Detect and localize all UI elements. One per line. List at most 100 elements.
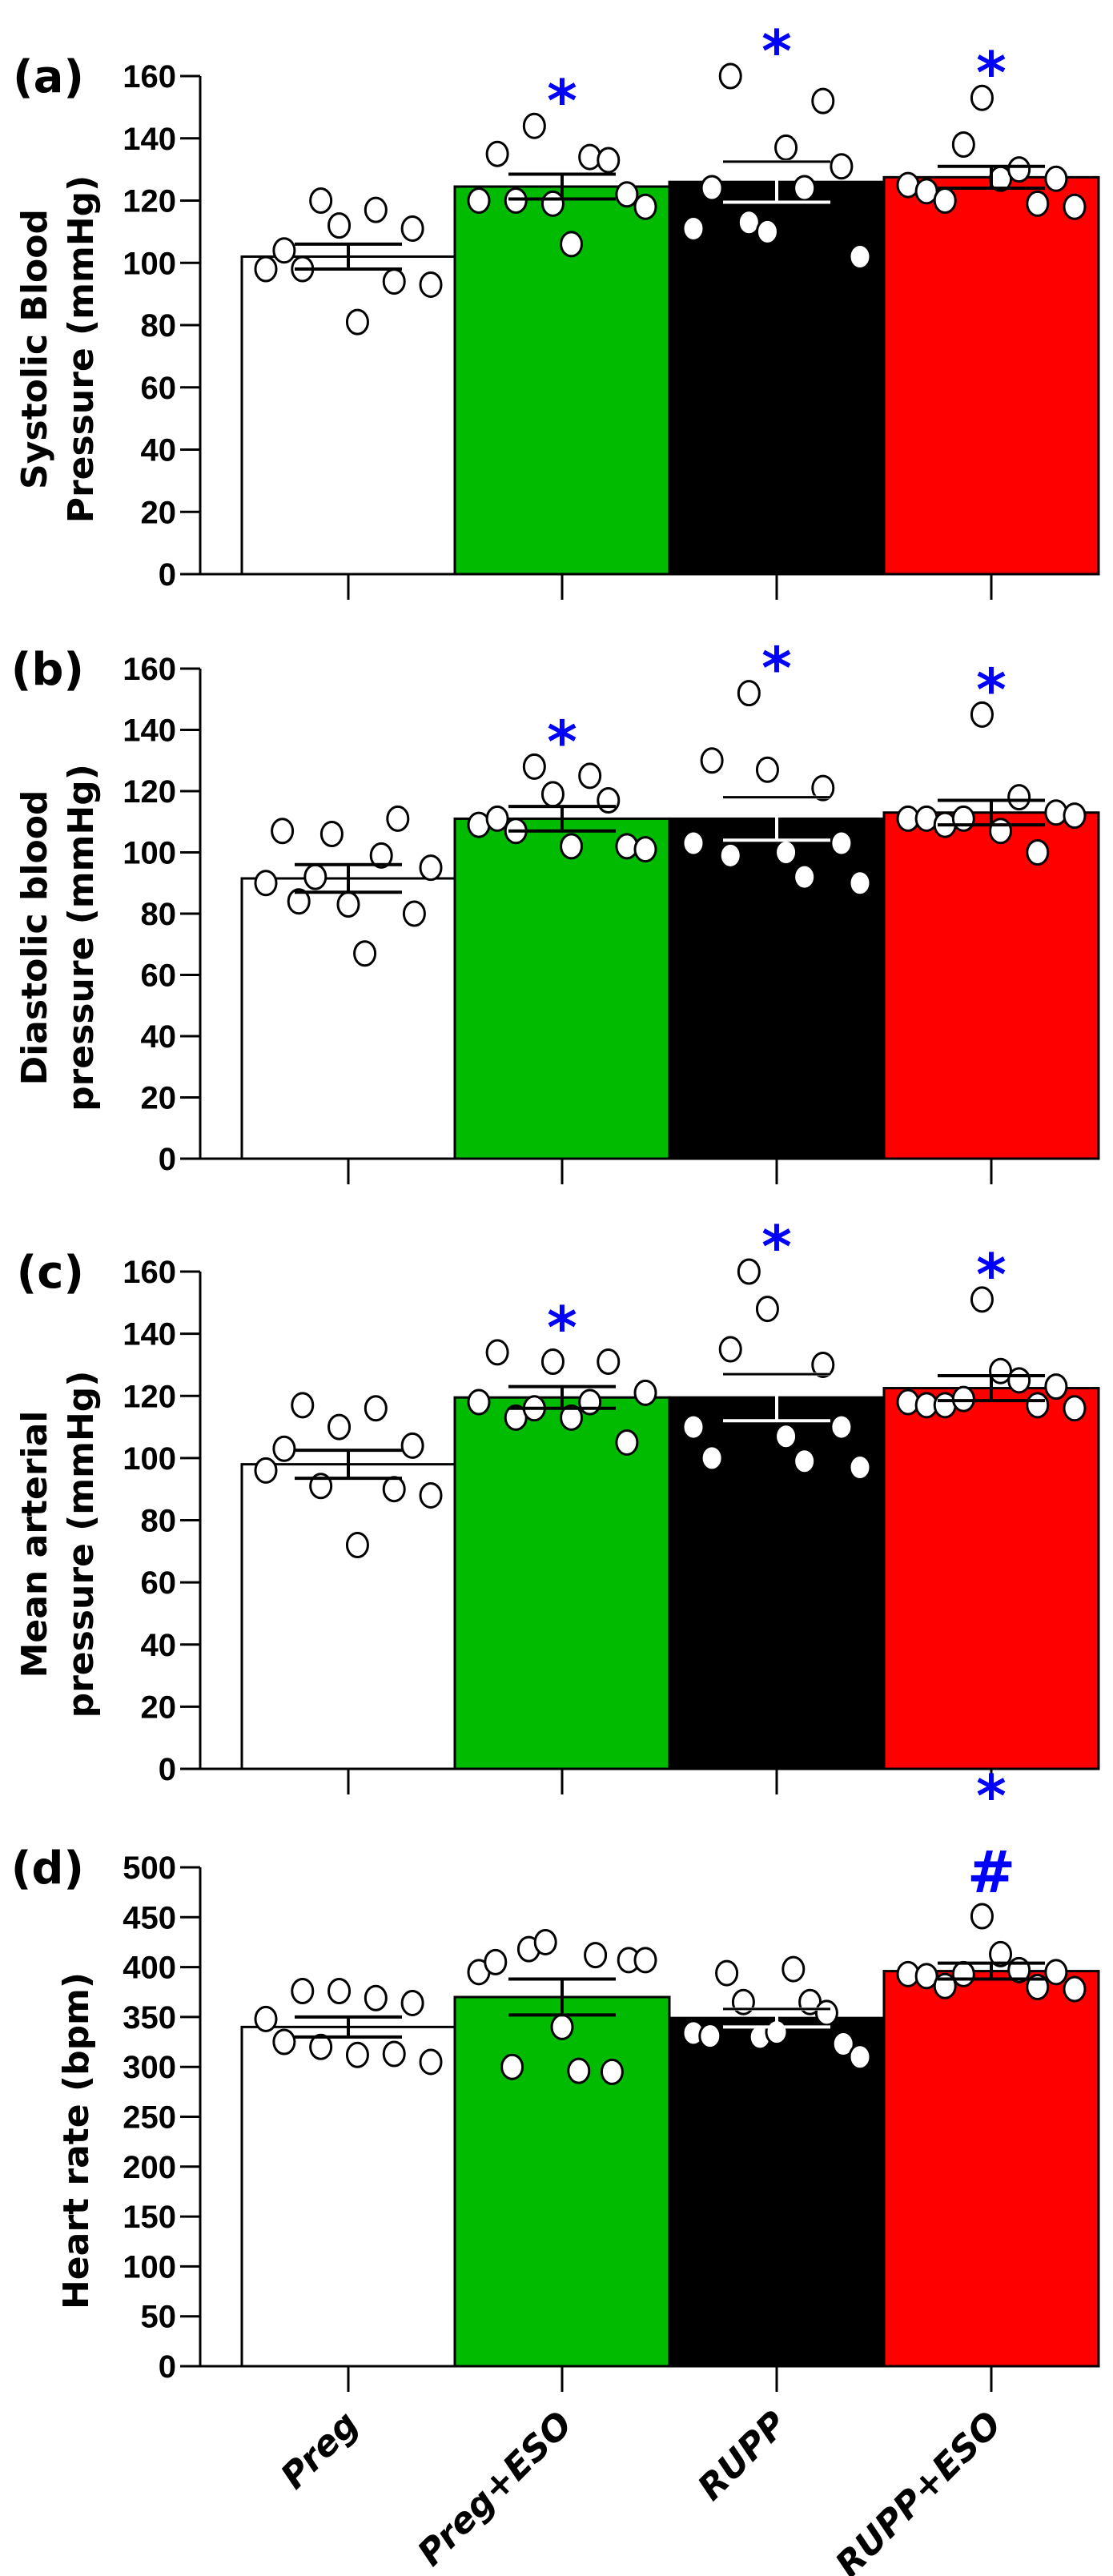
data-point: [1026, 839, 1050, 866]
y-tick-label: 80: [141, 308, 177, 344]
panel-d: # * 0 50 100 150 200 250 300 350 400 450 500 (d) Heart…: [11, 1762, 1100, 2392]
data-point: [419, 2048, 443, 2076]
data-point: [419, 1481, 443, 1509]
data-point: [382, 2040, 406, 2068]
data-point: [989, 1940, 1013, 1967]
data-point: [327, 1978, 352, 2005]
data-point: [1007, 156, 1031, 183]
error-bar: [508, 1384, 616, 1410]
y-tick-label: 20: [141, 1690, 177, 1725]
data-point: [382, 1476, 406, 1503]
y-axis-title: Pressure (mmHg): [61, 175, 102, 524]
data-point: [848, 870, 872, 897]
panel-label: (c): [17, 1247, 84, 1299]
data-point: [774, 1423, 798, 1450]
data-point: [353, 940, 377, 967]
data-point: [830, 1413, 854, 1441]
data-point: [970, 84, 994, 111]
error-bar: [723, 795, 830, 842]
data-point: [560, 1404, 584, 1431]
data-point: [327, 1413, 352, 1441]
data-point: [1063, 802, 1087, 830]
data-point: [597, 147, 621, 174]
data-point: [1026, 1974, 1050, 2001]
bar-rupp-eso: [882, 1387, 1100, 1770]
y-tick-label: 60: [141, 958, 177, 994]
data-point: [364, 1395, 388, 1422]
data-point: [382, 268, 406, 295]
data-point: [402, 900, 426, 927]
data-point: [755, 756, 779, 783]
data-point: [830, 153, 854, 180]
y-tick-label: 100: [123, 2249, 176, 2285]
x-category-label: RUPP: [690, 2404, 795, 2509]
data-point: [793, 1448, 817, 1475]
data-point: [1063, 1395, 1087, 1422]
bar-rupp: [668, 817, 886, 1160]
data-point: [718, 62, 742, 90]
y-tick-label: 450: [123, 1900, 176, 1935]
data-point: [272, 1435, 296, 1462]
data-point: [681, 1413, 705, 1441]
y-tick-label: 120: [123, 774, 176, 810]
data-point: [1044, 165, 1068, 192]
error-bar: [938, 798, 1045, 827]
data-point: [989, 818, 1013, 845]
data-point: [319, 821, 344, 848]
panel-label: (d): [11, 1843, 84, 1895]
bar-rupp-eso: [882, 175, 1100, 576]
error-bar: [938, 1961, 1045, 1981]
data-point: [951, 131, 975, 159]
data-point: [419, 271, 443, 298]
data-point: [364, 196, 388, 223]
y-tick-label: 200: [123, 2150, 176, 2185]
error-bar: [938, 1374, 1045, 1403]
y-tick-label: 140: [123, 122, 176, 157]
data-point: [400, 1989, 424, 2016]
data-point: [271, 818, 295, 845]
data-point: [291, 1392, 315, 1419]
significance-star: *: [976, 39, 1007, 106]
data-point: [811, 774, 835, 802]
data-point: [951, 1960, 975, 1987]
data-point: [584, 1942, 608, 1969]
data-point: [578, 1388, 602, 1416]
data-point: [830, 830, 854, 857]
data-point: [309, 1473, 333, 1500]
panel-a: * * * 0 20 40 60 80 100 120 140 160 (a) Systolic Bloo…: [13, 18, 1100, 600]
panel-label: (a): [13, 51, 84, 103]
data-point: [600, 2058, 624, 2085]
y-tick-label: 40: [141, 1628, 177, 1663]
data-point: [774, 839, 798, 866]
error-bar: [508, 805, 616, 833]
data-point: [522, 753, 546, 780]
y-tick-label: 60: [141, 1565, 177, 1601]
data-point: [633, 1379, 657, 1406]
data-point: [737, 1258, 761, 1285]
y-tick-label: 100: [123, 836, 176, 871]
data-point: [336, 891, 360, 918]
data-point: [1044, 1373, 1068, 1401]
bar-preg: [240, 1463, 456, 1770]
data-point: [970, 1286, 994, 1313]
y-tick-label: 150: [123, 2200, 176, 2235]
data-point: [811, 87, 835, 115]
y-axis-title: pressure (mmHg): [61, 764, 102, 1111]
data-point: [848, 243, 872, 270]
error-bar: [508, 1977, 616, 2017]
data-point: [737, 680, 761, 707]
significance-star: *: [976, 656, 1007, 723]
significance-star: *: [547, 708, 577, 775]
data-point: [550, 2013, 574, 2040]
data-point: [615, 1429, 639, 1456]
data-point: [291, 1978, 315, 2005]
data-point: [369, 842, 393, 869]
x-category-label: Preg+ESO: [410, 2404, 581, 2574]
data-point: [1007, 784, 1031, 811]
data-point: [467, 1388, 491, 1416]
error-bar: [723, 2007, 830, 2029]
data-point: [970, 1903, 994, 1930]
y-tick-label: 160: [123, 652, 176, 687]
data-point: [1063, 1975, 1087, 2003]
